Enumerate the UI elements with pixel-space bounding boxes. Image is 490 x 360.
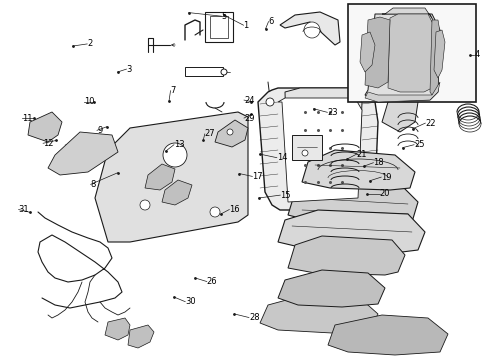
Polygon shape xyxy=(288,236,405,275)
Polygon shape xyxy=(328,315,448,355)
Polygon shape xyxy=(145,164,175,190)
Bar xyxy=(292,135,322,160)
Bar xyxy=(210,16,228,38)
Circle shape xyxy=(302,150,308,156)
Polygon shape xyxy=(215,120,248,147)
Polygon shape xyxy=(162,180,192,205)
Polygon shape xyxy=(48,132,118,175)
Polygon shape xyxy=(105,318,130,340)
Text: 23: 23 xyxy=(327,108,338,117)
Text: 9: 9 xyxy=(97,126,102,135)
Circle shape xyxy=(140,200,150,210)
Text: 14: 14 xyxy=(277,153,287,162)
Polygon shape xyxy=(360,32,375,72)
Circle shape xyxy=(304,22,320,38)
Circle shape xyxy=(266,98,274,106)
Text: 29: 29 xyxy=(244,113,254,122)
Text: 22: 22 xyxy=(425,118,436,127)
Text: 17: 17 xyxy=(252,172,263,181)
Bar xyxy=(205,12,233,42)
Text: 6: 6 xyxy=(269,17,274,26)
Text: 11: 11 xyxy=(22,113,32,122)
Bar xyxy=(185,67,223,76)
Polygon shape xyxy=(388,14,435,92)
Text: 10: 10 xyxy=(84,97,95,106)
Circle shape xyxy=(210,207,220,217)
Polygon shape xyxy=(288,182,418,224)
Circle shape xyxy=(221,69,227,75)
Text: 20: 20 xyxy=(380,189,390,198)
Circle shape xyxy=(227,129,233,135)
Polygon shape xyxy=(95,112,248,242)
Polygon shape xyxy=(278,210,425,252)
Polygon shape xyxy=(28,112,62,142)
Polygon shape xyxy=(260,295,378,333)
Text: 7: 7 xyxy=(171,86,176,95)
Polygon shape xyxy=(302,150,415,190)
Polygon shape xyxy=(280,12,340,45)
Text: 13: 13 xyxy=(174,140,185,149)
Text: 1: 1 xyxy=(244,21,249,30)
Polygon shape xyxy=(430,20,440,95)
Text: 27: 27 xyxy=(205,129,216,138)
Polygon shape xyxy=(278,270,385,307)
Polygon shape xyxy=(285,88,362,202)
Text: 3: 3 xyxy=(126,65,132,74)
Text: 15: 15 xyxy=(280,191,291,199)
Text: 16: 16 xyxy=(229,205,240,214)
Text: 19: 19 xyxy=(381,173,392,181)
Polygon shape xyxy=(382,20,418,62)
Text: 28: 28 xyxy=(249,313,260,322)
Polygon shape xyxy=(365,82,440,102)
Polygon shape xyxy=(434,30,445,78)
Text: 2: 2 xyxy=(87,40,93,49)
Text: 30: 30 xyxy=(185,297,196,306)
Text: 4: 4 xyxy=(474,50,480,59)
Text: 18: 18 xyxy=(373,158,384,167)
Bar xyxy=(348,4,476,102)
Polygon shape xyxy=(382,8,433,20)
Text: 5: 5 xyxy=(221,12,227,21)
Polygon shape xyxy=(365,17,390,88)
Polygon shape xyxy=(382,92,418,132)
Text: 12: 12 xyxy=(43,139,53,148)
Polygon shape xyxy=(128,325,154,348)
Polygon shape xyxy=(278,98,362,202)
Text: 31: 31 xyxy=(19,205,29,214)
Polygon shape xyxy=(365,14,440,102)
Polygon shape xyxy=(258,88,378,210)
Text: 24: 24 xyxy=(244,95,254,104)
Text: 25: 25 xyxy=(414,140,424,149)
Text: 26: 26 xyxy=(207,277,218,286)
Text: 8: 8 xyxy=(91,180,96,189)
Circle shape xyxy=(163,143,187,167)
Text: 21: 21 xyxy=(357,150,367,158)
